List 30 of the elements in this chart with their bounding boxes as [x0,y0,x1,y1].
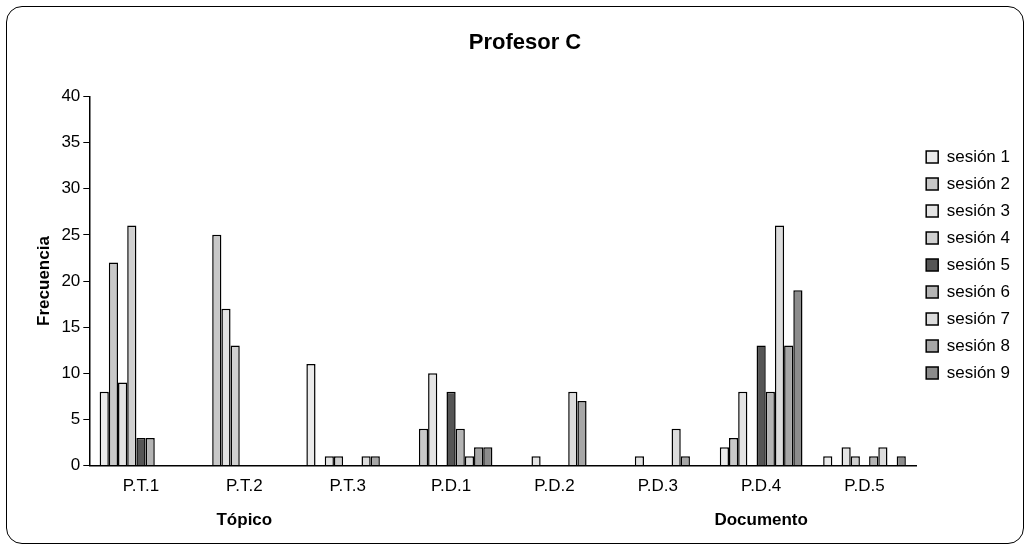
x-tick-label: P.D.1 [430,476,472,496]
y-tick-label: 10 [61,362,81,382]
text: Tópico [216,510,273,530]
x-tick-label: P.D.3 [637,476,678,496]
x-tick-label: P.T.1 [122,476,160,496]
x-tick-label: P.D.4 [740,476,782,496]
chart-title: Profesor C [468,29,582,55]
x-tick-label: P.T.3 [329,476,366,496]
legend-label: sesión 4 [946,227,1011,247]
legend-label: sesión 7 [946,308,1011,328]
legend-label: sesión 9 [946,362,1011,382]
x-tick-label: P.D.5 [844,476,885,496]
text: Documento [714,510,808,530]
legend-label: sesión 6 [946,281,1011,301]
y-tick-label: 25 [61,224,81,244]
y-tick-label: 30 [61,178,81,198]
legend-label: sesión 1 [946,146,1011,166]
y-axis-title: Frecuencia [33,235,53,326]
legend-label: sesión 3 [946,200,1011,220]
y-tick-label: 20 [61,270,81,290]
legend-label: sesión 8 [946,335,1011,355]
y-tick-label: 15 [61,316,81,336]
y-tick-label: 40 [61,86,81,106]
legend-label: sesión 2 [946,173,1011,193]
y-tick-label: 0 [70,455,81,475]
x-tick-label: P.T.2 [226,476,263,496]
y-tick-label: 35 [61,132,81,152]
legend-label: sesión 5 [946,254,1011,274]
x-tick-label: P.D.2 [534,476,575,496]
y-tick-label: 5 [70,409,81,429]
